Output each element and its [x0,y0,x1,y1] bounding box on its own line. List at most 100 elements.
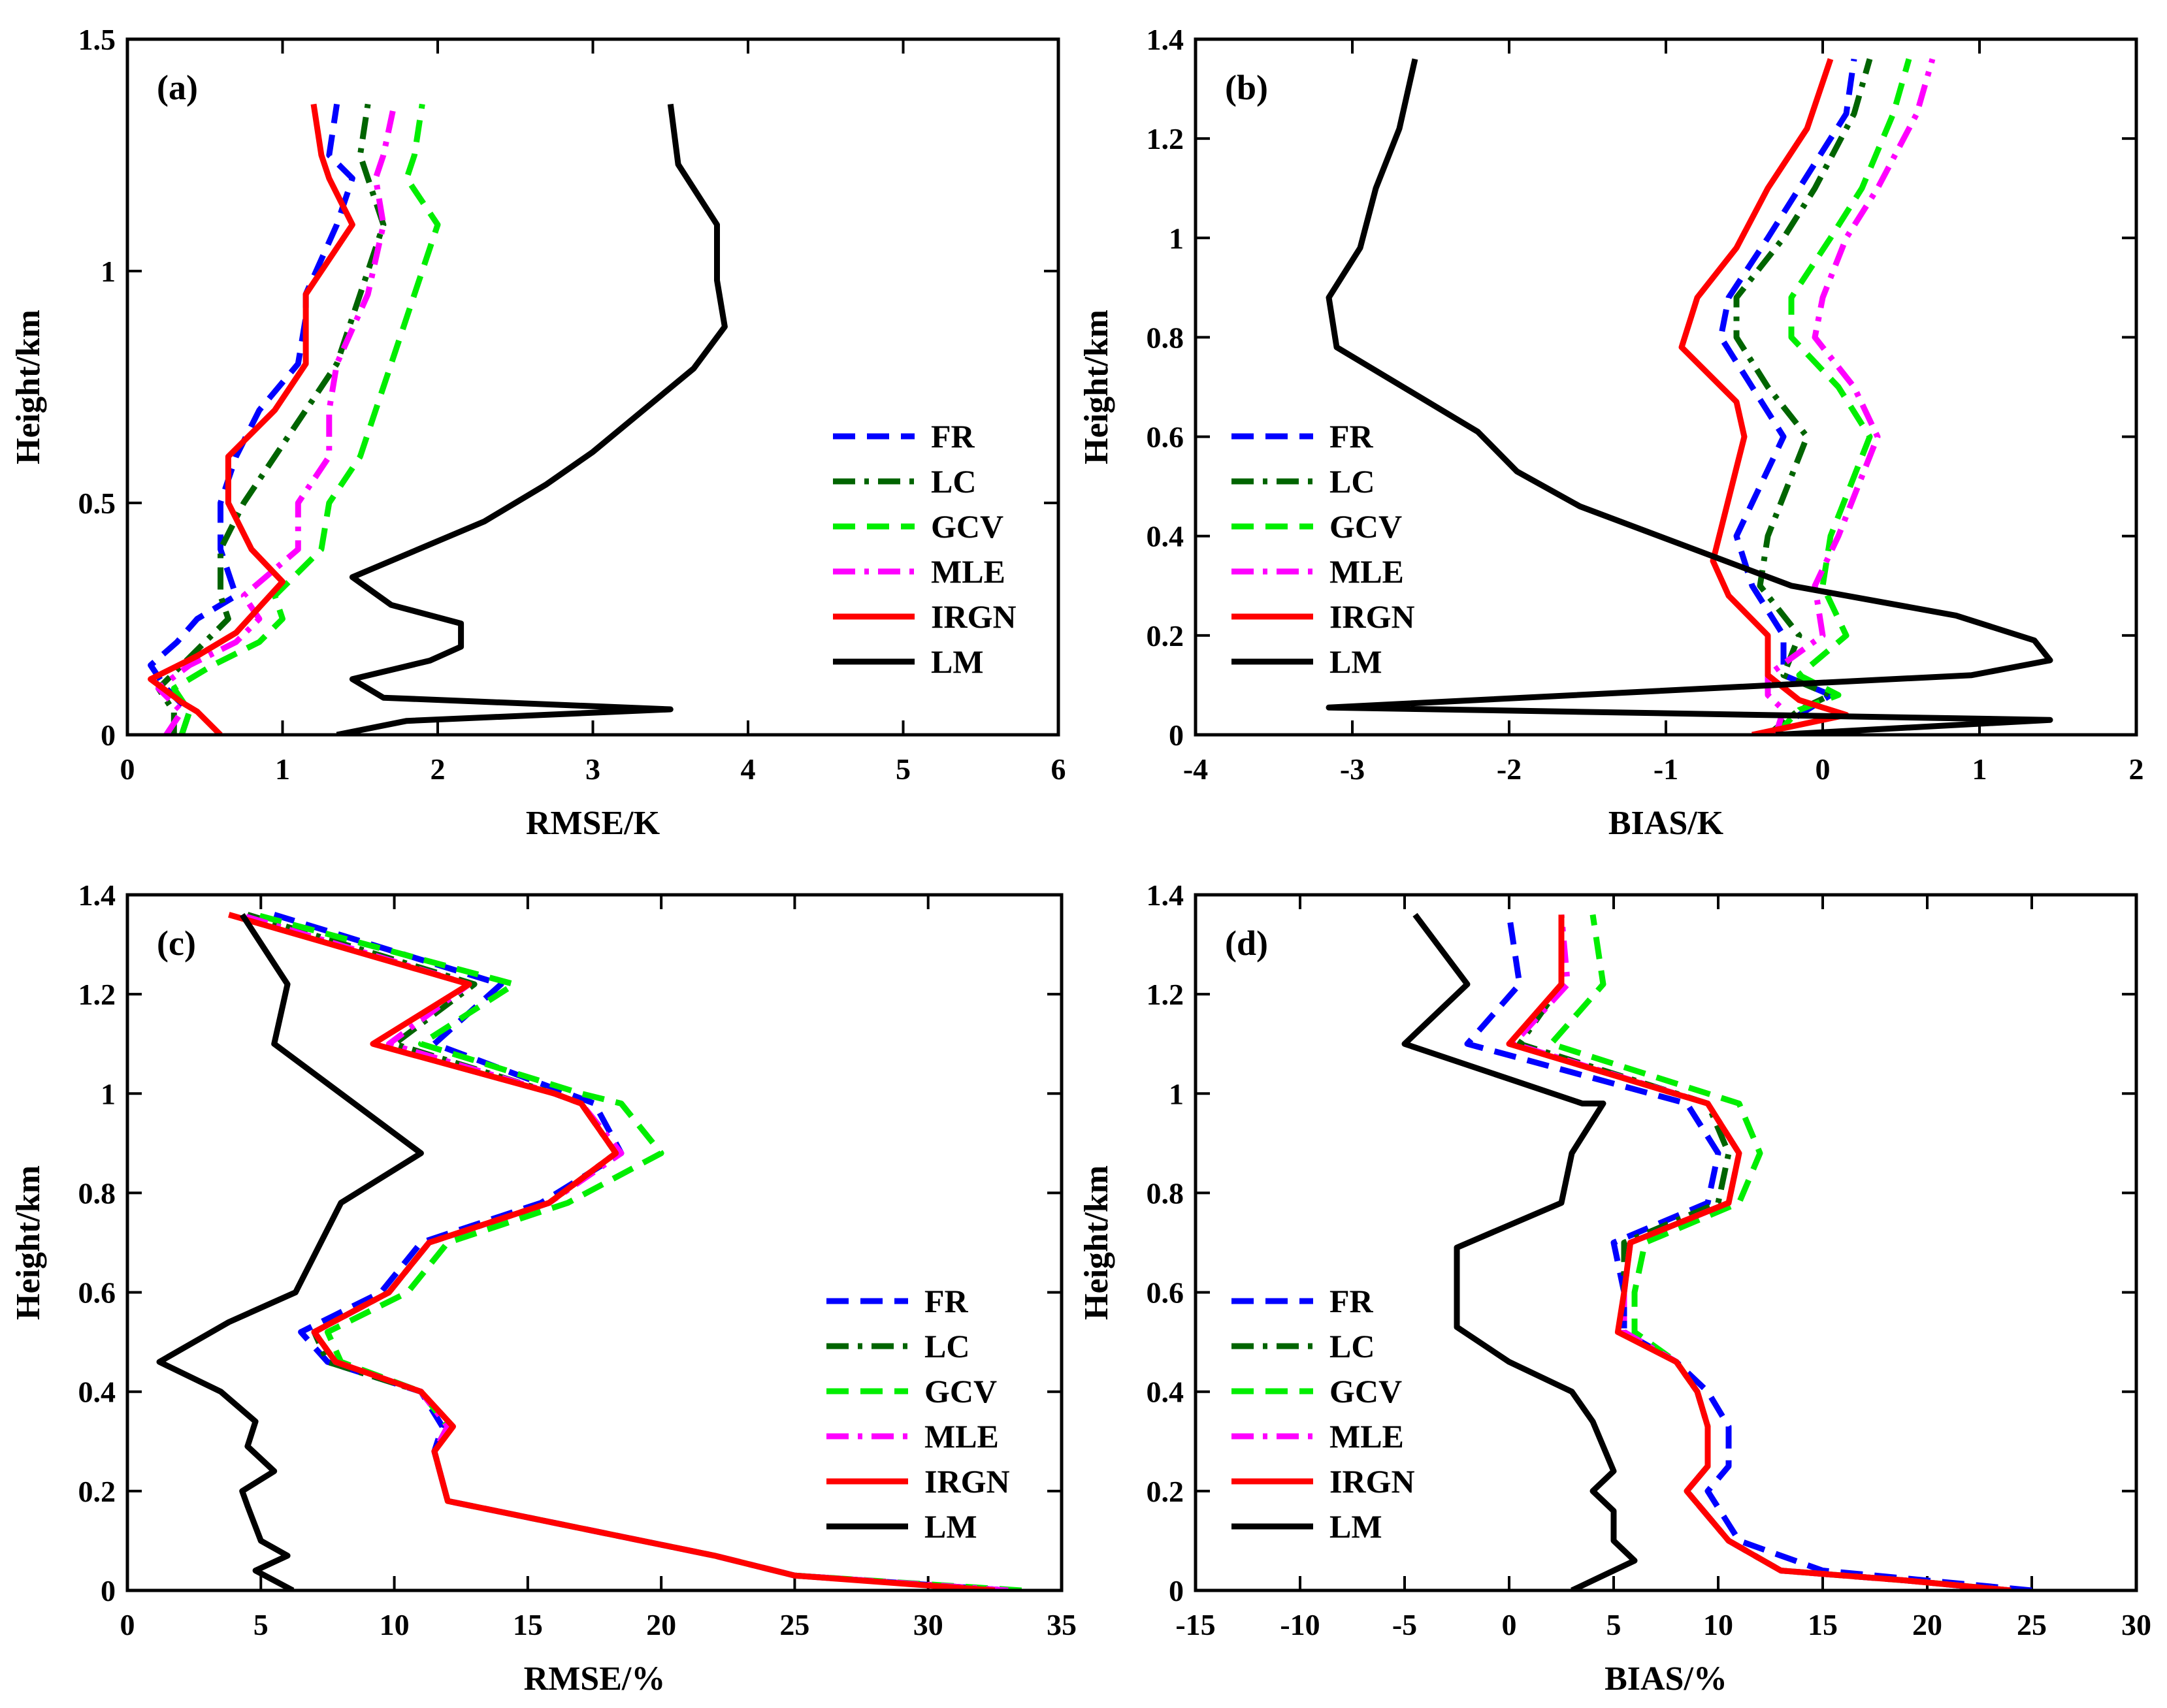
x-tick-label: 2 [2129,752,2144,786]
x-tick-label: 4 [741,752,756,786]
x-tick-label: 25 [779,1608,809,1641]
series-line-lc [246,912,1009,1590]
panel-d: -15 -10 -5 0 5 10 15 20 25 30 0 0.2 0.4 0.6 0.8 1 1.2 1.4… [1078,878,2151,1698]
legend-label-mle: MLE [924,1418,999,1455]
plot-frame [1194,37,2138,737]
legend-label-mle: MLE [1329,553,1404,590]
x-tick-label: 2 [431,752,446,786]
legend-label-lm: LM [1329,1508,1382,1545]
x-tick-label: 1 [1972,752,1987,786]
x-tick-label: 30 [913,1608,943,1641]
x-tick-label: 35 [1047,1608,1077,1641]
x-tick-label: 0 [120,752,135,786]
y-tick-label: 0.6 [78,1276,116,1310]
legend-label-fr: FR [924,1283,969,1319]
series-line-fr [148,103,355,735]
series-group [156,912,1022,1590]
plot-frame [1194,893,2138,1592]
legend-label-fr: FR [931,418,975,455]
y-tick-label: 0 [101,718,116,752]
legend-label-lm: LM [1329,643,1382,680]
x-tick-label: 10 [1703,1608,1733,1641]
y-axis-title: Height/km [1078,310,1115,464]
y-tick-label: 0.2 [1147,619,1184,653]
legend-label-lc: LC [1329,463,1375,500]
legend-label-fr: FR [1329,1283,1374,1319]
y-axis-title: Height/km [10,310,47,464]
legend-label-gcv: GCV [931,508,1003,545]
panel-label: (a) [157,68,198,107]
y-tick-label: 0.8 [1147,1176,1184,1210]
legend-label-irgn: IRGN [924,1463,1010,1500]
y-tick-label: 1.4 [78,878,116,912]
legend: FR LC GCV MLE IRGN LM [1231,1283,1415,1545]
series-group [148,103,728,735]
y-tick-label: 0.4 [78,1376,116,1409]
legend: FR LC GCV MLE IRGN LM [833,418,1017,680]
plot-frame [125,37,1060,737]
x-tick-label: 20 [646,1608,676,1641]
y-tick-label: 0.4 [1147,1376,1184,1409]
series-line-fr [1718,58,1857,735]
y-tick-label: 1.2 [1147,978,1184,1011]
series-line-irgn [148,103,355,735]
series-line-fr [273,912,1009,1590]
panel-label: (d) [1225,924,1268,963]
series-line-lc [155,103,387,735]
y-tick-label: 0 [1169,1574,1184,1607]
x-tick-label: -3 [1340,752,1365,786]
series-line-mle [155,103,397,735]
y-tick-label: 1 [101,255,116,288]
x-tick-label: -5 [1392,1608,1417,1641]
series-line-irgn [228,912,996,1590]
legend-label-mle: MLE [1329,1418,1404,1455]
y-tick-label: 0.6 [1147,421,1184,454]
series-group [1401,912,2032,1590]
y-tick-label: 1.4 [1147,878,1184,912]
series-line-mle [1510,914,2012,1590]
series-line-gcv [254,912,1022,1590]
series-line-mle [238,912,1009,1590]
legend-label-fr: FR [1329,418,1374,455]
y-tick-label: 1 [101,1077,116,1110]
legend: FR LC GCV MLE IRGN LM [826,1283,1010,1545]
x-axis-title: RMSE/% [524,1660,666,1698]
series-line-gcv [171,103,441,735]
series-line-lm [1401,912,1638,1590]
x-tick-label: 5 [1606,1608,1621,1641]
x-tick-label: -15 [1175,1608,1215,1641]
y-tick-label: 0.5 [78,487,116,520]
legend-label-gcv: GCV [1329,508,1402,545]
legend-label-lc: LC [924,1328,969,1364]
legend-label-lc: LC [931,463,976,500]
x-tick-label: 20 [1912,1608,1942,1641]
x-tick-label: 0 [1502,1608,1517,1641]
series-line-lm [156,912,424,1590]
x-axis-title: BIAS/% [1605,1660,1727,1698]
x-tick-label: 10 [380,1608,410,1641]
y-axis-title: Height/km [1078,1165,1115,1320]
x-tick-label: 6 [1051,752,1066,786]
panel-b: -4 -3 -2 -1 0 1 2 0 0.2 0.4 0.6 0.8 1 1.2 1.4 BIAS/K Hei… [1078,23,2144,842]
legend: FR LC GCV MLE IRGN LM [1231,418,1415,680]
y-tick-label: 1.5 [78,23,116,56]
x-tick-label: -10 [1280,1608,1320,1641]
panel-label: (c) [157,924,196,963]
x-tick-label: 30 [2121,1608,2151,1641]
x-tick-label: 1 [275,752,290,786]
y-tick-label: 0.8 [1147,321,1184,354]
y-tick-label: 0.8 [78,1176,116,1210]
y-tick-label: 0.4 [1147,520,1184,553]
legend-label-gcv: GCV [924,1373,997,1410]
legend-label-gcv: GCV [1329,1373,1402,1410]
legend-label-mle: MLE [931,553,1005,590]
series-line-lm [336,103,728,735]
series-line-gcv [1548,914,2012,1590]
series-line-lc [1733,58,1873,735]
legend-label-lm: LM [924,1508,977,1545]
series-line-fr [1464,914,2032,1590]
legend-label-irgn: IRGN [1329,598,1415,635]
panel-a: 0 1 2 3 4 5 6 0 0.5 1 1.5 RMSE/K Height/km (a) FR LC GCV… [10,23,1066,842]
x-tick-label: 0 [120,1608,135,1641]
x-tick-label: 5 [253,1608,269,1641]
